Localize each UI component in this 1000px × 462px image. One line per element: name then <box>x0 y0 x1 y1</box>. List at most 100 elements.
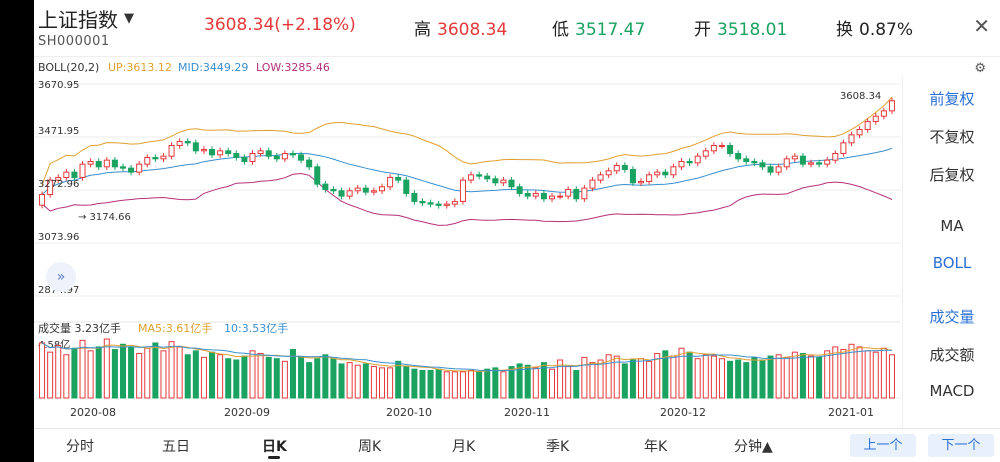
volume-bar <box>47 351 54 399</box>
tab-weekly-k[interactable]: 周K <box>358 439 382 455</box>
tab-yearly-k[interactable]: 年K <box>644 439 668 455</box>
candle-body <box>395 176 402 181</box>
tab-quarterly-k[interactable]: 季K <box>546 439 570 455</box>
x-tick-label: 2020-11 <box>504 406 550 419</box>
left-edge-bar <box>0 0 34 462</box>
volume-bar <box>200 356 207 399</box>
candle-body <box>249 153 256 162</box>
indicator-bar: BOLL(20,2) UP:3613.12 MID:3449.29 LOW:32… <box>34 56 1000 76</box>
candle-body <box>492 178 499 184</box>
menu-turnover-amount[interactable]: 成交额 <box>929 346 975 364</box>
candle-body <box>427 202 434 205</box>
volume-bar <box>419 369 426 399</box>
kline-chart[interactable]: 3670.953471.953272.963073.962874.973608.… <box>34 76 902 428</box>
tab-daily-k[interactable]: 日K <box>262 439 287 455</box>
volume-bar <box>395 360 402 399</box>
candle-body <box>597 174 604 181</box>
candle-body <box>95 160 102 168</box>
candle-body <box>686 160 693 164</box>
period-tab-bar: 分时 五日 日K 周K 月K 季K 年K 分钟▲ 上一个 下一个 <box>34 428 1000 462</box>
volume-bar <box>217 354 224 399</box>
dropdown-caret-icon[interactable]: ▼ <box>124 11 134 26</box>
quote-header: 上证指数 ▼ SH000001 3608.34(+2.18%) 高 3608.34… <box>34 0 1000 56</box>
volume-bar <box>524 364 531 399</box>
close-icon[interactable]: ✕ <box>973 14 990 38</box>
volume-bar <box>880 347 887 399</box>
volume-bar <box>136 352 143 399</box>
candle-body <box>330 188 337 192</box>
candle-body <box>435 203 442 206</box>
current-price: 3608.34(+2.18%) <box>204 15 356 35</box>
volume-bar <box>387 367 394 399</box>
candle-body <box>605 170 612 176</box>
max-price-annotation: 3608.34 <box>840 91 881 102</box>
menu-ma[interactable]: MA <box>940 217 964 235</box>
volume-bar <box>508 366 515 399</box>
candle-body <box>751 160 758 164</box>
candle-body <box>832 153 839 161</box>
index-code: SH000001 <box>38 34 110 49</box>
candle-body <box>119 166 126 169</box>
candle-body <box>565 188 572 197</box>
volume-bar <box>856 346 863 399</box>
volume-bar <box>79 339 86 399</box>
candle-body <box>55 176 62 181</box>
next-button[interactable]: 下一个 <box>928 434 994 457</box>
candle-body <box>694 155 701 164</box>
candle-body <box>888 100 895 112</box>
menu-forward-adjust[interactable]: 前复权 <box>929 90 975 108</box>
candle-body <box>111 159 118 168</box>
volume-bar <box>799 352 806 399</box>
volume-bar <box>176 346 183 399</box>
candle-body <box>47 179 54 196</box>
candle-body <box>735 153 742 160</box>
volume-bar <box>710 355 717 399</box>
settings-gear-icon[interactable]: ⚙ <box>974 61 986 76</box>
candle-body <box>864 121 871 131</box>
menu-volume[interactable]: 成交量 <box>929 308 975 326</box>
candle-body <box>759 162 766 168</box>
candle-body <box>872 115 879 123</box>
volume-bar <box>144 347 151 399</box>
candle-body <box>71 171 78 178</box>
tab-five-day[interactable]: 五日 <box>162 439 190 455</box>
volume-bar <box>306 362 313 399</box>
candle-body <box>638 180 645 184</box>
volume-bar <box>370 366 377 399</box>
volume-bar <box>435 368 442 399</box>
volume-bar <box>484 368 491 399</box>
tab-intraday[interactable]: 分时 <box>66 439 94 455</box>
volume-bar <box>160 350 167 399</box>
volume-bar <box>443 371 450 399</box>
boll-mid-line <box>41 147 893 195</box>
candle-body <box>306 159 313 168</box>
volume-bar <box>55 345 62 399</box>
candle-body <box>524 192 531 197</box>
candle-body <box>775 166 782 173</box>
volume-bar <box>314 358 321 399</box>
volume-ma10-line <box>41 342 893 372</box>
tab-monthly-k[interactable]: 月K <box>452 439 476 455</box>
volume-bar <box>613 355 620 399</box>
volume-bar <box>646 360 653 399</box>
candle-body <box>783 158 790 168</box>
volume-bar <box>281 360 288 399</box>
prev-button[interactable]: 上一个 <box>850 434 916 457</box>
volume-bar <box>184 354 191 399</box>
expand-chevron-icon[interactable]: » <box>46 262 76 292</box>
candle-body <box>87 160 94 165</box>
candle-body <box>289 153 296 156</box>
menu-no-adjust[interactable]: 不复权 <box>929 128 975 146</box>
menu-boll[interactable]: BOLL <box>932 254 972 272</box>
volume-bar <box>411 368 418 399</box>
index-title[interactable]: 上证指数 ▼ <box>38 4 134 33</box>
volume-bar <box>888 354 895 399</box>
volume-bar <box>71 347 78 399</box>
tab-minute[interactable]: 分钟▲ <box>734 439 773 455</box>
volume-bar <box>476 371 483 399</box>
turnover-value: 0.87% <box>859 20 914 40</box>
menu-backward-adjust[interactable]: 后复权 <box>929 166 975 184</box>
volume-bar <box>751 356 758 399</box>
menu-macd[interactable]: MACD <box>929 382 975 400</box>
volume-bar <box>289 349 296 399</box>
